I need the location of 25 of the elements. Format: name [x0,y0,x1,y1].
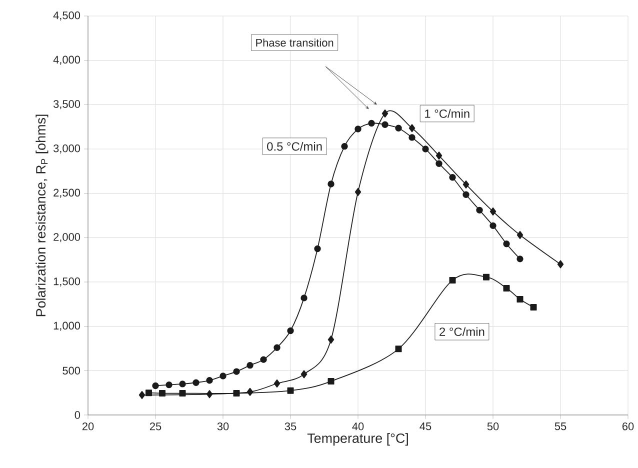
annotation: Phase transition [256,38,334,47]
x-tick-label: 60 [622,422,634,430]
x-tick-label: 50 [487,422,499,430]
y-tick-label: 500 [62,366,80,375]
x-tick-label: 20 [82,422,94,430]
x-tick-label: 45 [420,422,432,430]
series-label: 0.5 °C/min [267,142,322,151]
y-axis-title: Polarization resistance, R$_{P}$ [ohms] [36,114,48,316]
x-tick-label: 55 [554,422,566,430]
series-label: 2 °C/min [440,327,484,336]
x-tick-label: 35 [284,422,296,430]
y-tick-label: 1,000 [54,322,80,331]
y-tick-label: 4,000 [53,56,80,65]
series-label: 1 °C/min [425,109,470,118]
y-tick-label: 4,500 [53,11,80,21]
y-tick-label: 2,500 [54,188,80,198]
y-tick-label: 0 [74,411,80,419]
x-tick-label: 25 [150,422,162,430]
y-tick-label: 3,000 [53,144,80,154]
x-axis-title: Temperature [°C] [307,433,408,446]
x-tick-label: 40 [352,422,364,430]
x-tick-label: 30 [217,422,229,430]
y-tick-label: 2,000 [54,233,80,242]
y-tick-label: 1,500 [54,277,80,287]
y-tick-label: 3,500 [53,100,80,110]
